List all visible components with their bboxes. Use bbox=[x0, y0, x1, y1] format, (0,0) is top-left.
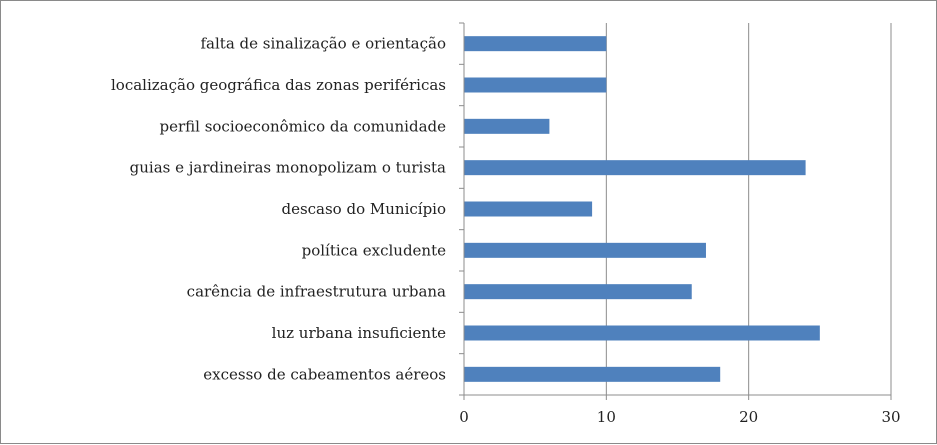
axes bbox=[459, 22, 892, 400]
bar bbox=[464, 36, 607, 52]
category-label: perfil socioeconômico da comunidade bbox=[159, 117, 446, 135]
category-label: excesso de cabeamentos aéreos bbox=[203, 365, 446, 383]
category-label: luz urbana insuficiente bbox=[272, 324, 446, 342]
x-tick-label: 30 bbox=[881, 408, 900, 426]
category-labels: falta de sinalização e orientação localiz… bbox=[111, 35, 446, 384]
category-label: guias e jardineiras monopolizam o turist… bbox=[130, 159, 446, 177]
bar bbox=[464, 118, 550, 134]
tick-labels: 0 10 20 30 bbox=[459, 408, 900, 426]
bar bbox=[464, 160, 806, 176]
bar bbox=[464, 201, 593, 217]
bar bbox=[464, 366, 721, 382]
category-label: carência de infraestrutura urbana bbox=[187, 283, 446, 301]
bar bbox=[464, 77, 607, 93]
category-label: descaso do Município bbox=[281, 200, 446, 218]
bar bbox=[464, 242, 706, 258]
bar bbox=[464, 284, 692, 300]
x-tick-label: 0 bbox=[459, 408, 469, 426]
category-label: localização geográfica das zonas perifér… bbox=[111, 76, 446, 94]
category-label: falta de sinalização e orientação bbox=[201, 35, 447, 53]
bars bbox=[464, 36, 820, 382]
bar bbox=[464, 325, 820, 341]
x-tick-label: 10 bbox=[597, 408, 616, 426]
x-tick-label: 20 bbox=[739, 408, 758, 426]
category-label: política excludente bbox=[302, 241, 447, 259]
